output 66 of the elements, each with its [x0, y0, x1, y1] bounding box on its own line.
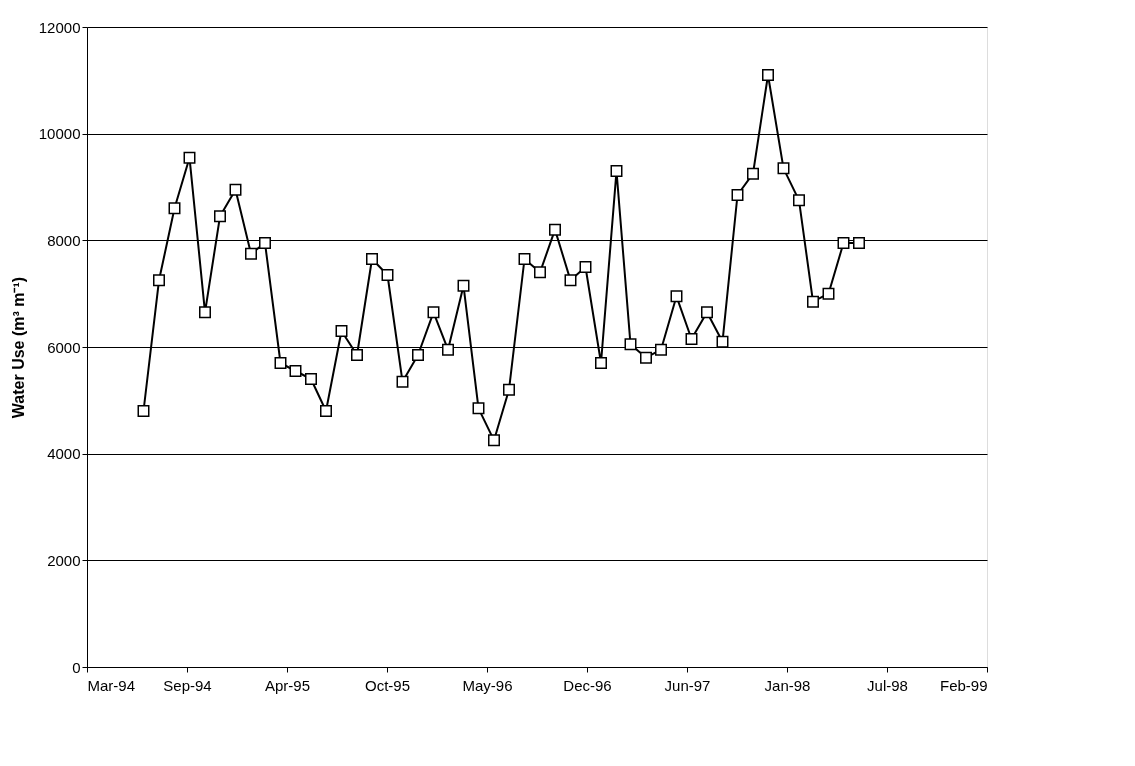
x-tick-label: Feb-99 [939, 676, 988, 694]
point [137, 405, 150, 417]
point [289, 365, 302, 377]
y-axis-title: Water Use (m³ m⁻¹) [9, 276, 27, 419]
point [837, 237, 850, 249]
point [503, 383, 515, 396]
point [731, 189, 744, 201]
point [214, 210, 226, 223]
point [610, 165, 623, 177]
point [229, 183, 242, 196]
y-tick-label: 6000 [47, 338, 81, 356]
y-tick-label: 0 [72, 658, 81, 676]
point [564, 274, 577, 287]
point [670, 290, 683, 303]
point [396, 375, 409, 388]
point [793, 194, 805, 207]
point [168, 202, 181, 215]
x-tick-label: Mar-94 [87, 676, 136, 694]
point [655, 343, 667, 356]
point [472, 402, 485, 415]
point [259, 237, 271, 249]
y-tick-label: 10000 [38, 125, 81, 143]
point [640, 351, 652, 364]
point [624, 338, 637, 351]
x-tick-label: Apr-95 [264, 676, 311, 694]
point [716, 335, 729, 348]
x-tick-label: Jun-97 [664, 676, 711, 694]
point [549, 223, 561, 236]
point [351, 349, 363, 361]
y-tick-label: 12000 [38, 18, 81, 36]
x-tick-label: Jan-98 [764, 676, 811, 694]
y-tick-label: 8000 [47, 231, 81, 249]
point [335, 325, 348, 337]
point [366, 253, 378, 265]
point [807, 295, 819, 308]
x-tick-label: Dec-96 [563, 676, 612, 694]
point [245, 247, 257, 260]
point [457, 279, 470, 292]
point [153, 274, 165, 287]
x-tick-label: Jul-98 [867, 676, 908, 694]
point [412, 349, 424, 361]
point [442, 343, 454, 356]
point [853, 237, 865, 249]
point [534, 266, 546, 279]
point [685, 333, 698, 345]
point [747, 167, 759, 180]
point [381, 269, 394, 281]
point [427, 306, 440, 319]
point [701, 306, 713, 319]
point [183, 151, 196, 164]
point [595, 357, 607, 369]
y-tick-label: 4000 [47, 445, 81, 463]
point [518, 253, 531, 265]
x-tick-label: Sep-94 [163, 676, 212, 694]
point [777, 162, 790, 175]
point [822, 287, 835, 300]
point [274, 357, 287, 369]
x-tick-label: Oct-95 [364, 676, 411, 694]
point [305, 373, 317, 385]
point [762, 69, 774, 81]
point [199, 306, 211, 319]
point [579, 261, 592, 273]
point [488, 434, 500, 447]
x-tick-label: May-96 [462, 676, 513, 694]
y-tick-label: 2000 [47, 551, 81, 569]
point [320, 405, 332, 417]
